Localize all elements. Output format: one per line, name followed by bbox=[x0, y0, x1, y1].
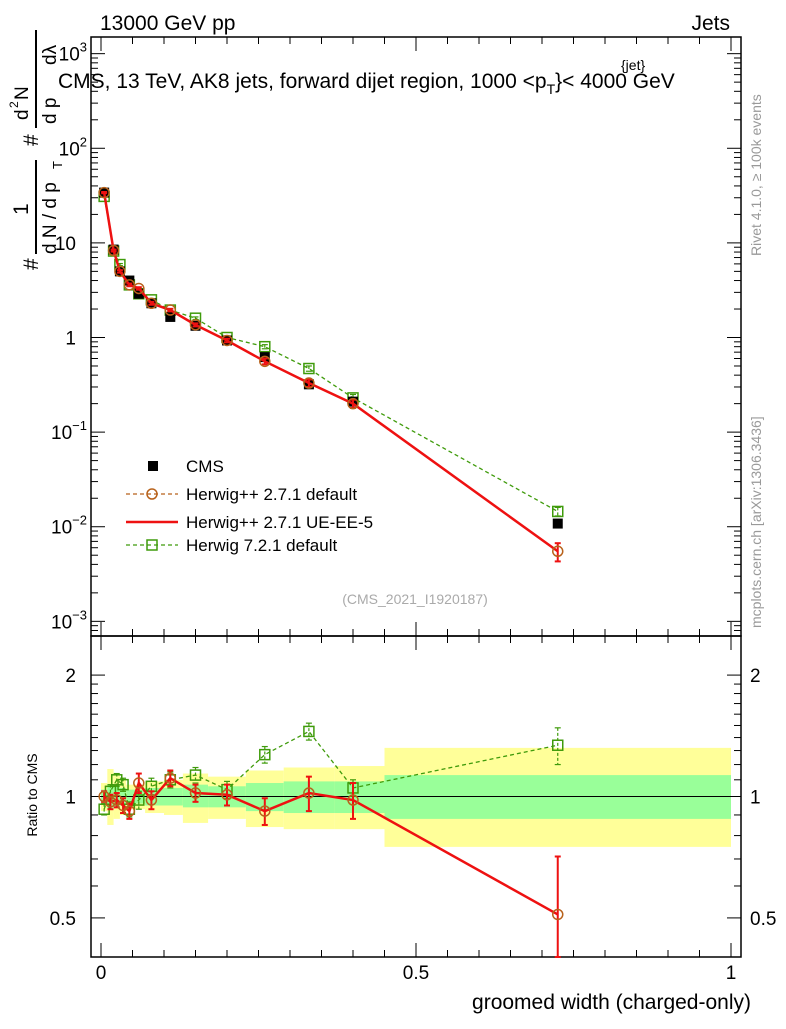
h271-default-main-point bbox=[107, 244, 120, 257]
legend-h721-default-marker bbox=[146, 539, 158, 551]
h721-ratio-point bbox=[117, 778, 129, 791]
x-axis-label: groomed width (charged-only) bbox=[472, 991, 751, 1014]
h271-default-ratio-point bbox=[347, 794, 359, 806]
ratio-tick-label-right: 0.5 bbox=[750, 909, 776, 930]
h271-default-ratio-point bbox=[133, 777, 145, 789]
ratio-tick-label: 2 bbox=[65, 666, 76, 687]
ratio-y-axis-label: Ratio to CMS bbox=[24, 753, 40, 836]
plot-title-sub: T bbox=[547, 81, 556, 97]
h271-default-main-point bbox=[259, 355, 271, 368]
h271-default-ratio-point bbox=[259, 805, 271, 817]
h721-main-point bbox=[552, 505, 564, 518]
legend: CMS Herwig++ 2.7.1 default Herwig++ 2.7.… bbox=[126, 457, 373, 555]
h271-default-main-point bbox=[303, 377, 315, 389]
ylabel-dlambda: dλ bbox=[40, 44, 61, 65]
ylabel-sup-2: 2 bbox=[7, 101, 21, 108]
cms-main-point bbox=[165, 311, 176, 322]
h271-default-ratio-point bbox=[164, 772, 177, 784]
y-axis-label: # 1 d N / d p T # d 2 N d p dλ bbox=[7, 30, 65, 270]
h271-default-main-point bbox=[552, 545, 564, 558]
ylabel-hash-2: # bbox=[20, 134, 43, 146]
h271-default-ratio-point bbox=[145, 794, 158, 806]
y-tick-label: 1 bbox=[65, 329, 76, 350]
header-jets-label: Jets bbox=[691, 12, 730, 35]
legend-h271-default-marker bbox=[146, 488, 158, 500]
h721-ratio-point bbox=[552, 739, 564, 751]
h721-ratio-line bbox=[103, 730, 558, 811]
h271-default-ratio-point bbox=[104, 796, 117, 808]
plot-title-superscript: {jet} bbox=[621, 57, 645, 73]
h721-ratio-point bbox=[189, 769, 202, 781]
cms-main-point bbox=[259, 352, 270, 363]
h271-default-main-point bbox=[347, 397, 359, 410]
y-tick-label: 10−3 bbox=[51, 607, 87, 633]
h721-ratio-point bbox=[259, 748, 271, 761]
h721-ratio-point bbox=[303, 725, 315, 738]
header-energy-label: 13000 GeV pp bbox=[100, 12, 235, 35]
h271-default-ratio-point bbox=[189, 787, 202, 799]
y-tick-label: 10−1 bbox=[51, 418, 87, 444]
ylabel-N: N bbox=[12, 86, 33, 100]
h271-default-ratio-point bbox=[552, 908, 564, 921]
data-series bbox=[98, 186, 564, 958]
h271-default-main-point bbox=[98, 186, 110, 199]
ratio-tick-label-right: 1 bbox=[750, 788, 761, 809]
y-tick-label: 103 bbox=[59, 40, 87, 66]
plot-title: CMS, 13 TeV, AK8 jets, forward dijet reg… bbox=[58, 70, 675, 97]
legend-cms-label: CMS bbox=[186, 457, 224, 476]
h721-main-point bbox=[259, 340, 271, 353]
plot-title-main: CMS, 13 TeV, AK8 jets, forward dijet reg… bbox=[58, 70, 547, 93]
ylabel-dN-dpT: d N / d p bbox=[40, 182, 61, 254]
h271-default-main-point bbox=[145, 297, 158, 310]
plot-title-end: }< 4000 GeV bbox=[555, 70, 675, 93]
h271-default-ratio-point bbox=[221, 789, 233, 801]
cms-main-point bbox=[552, 518, 563, 529]
ylabel-T-sub: T bbox=[50, 161, 65, 169]
mcplots-credit-label: mcplots.cern.ch [arXiv:1306.3436] bbox=[748, 416, 764, 628]
h271-ueee5-ratio-line bbox=[103, 776, 559, 916]
legend-h271-ueee5-label: Herwig++ 2.7.1 UE-EE-5 bbox=[186, 513, 373, 532]
y-tick-label: 10−2 bbox=[51, 513, 87, 539]
h271-default-ratio-point bbox=[123, 805, 136, 817]
y-tick-label: 10 bbox=[55, 234, 76, 255]
ylabel-hash-1: # bbox=[20, 258, 43, 270]
x-tick-label: 0.5 bbox=[403, 963, 429, 984]
h721-main-point bbox=[303, 362, 315, 375]
h271-default-main-point bbox=[221, 334, 233, 347]
h271-default-ratio-point bbox=[117, 799, 129, 812]
rivet-version-label: Rivet 4.1.0, ≥ 100k events bbox=[748, 94, 764, 256]
h271-default-main-point bbox=[133, 282, 145, 295]
h271-default-ratio-point bbox=[303, 787, 315, 799]
x-tick-label: 0 bbox=[96, 963, 107, 984]
legend-h271-default-label: Herwig++ 2.7.1 default bbox=[186, 485, 357, 504]
ylabel-one: 1 bbox=[10, 203, 33, 215]
h271-default-main-point bbox=[164, 304, 177, 316]
y-tick-label: 102 bbox=[59, 134, 87, 160]
ylabel-d-sup-N: d bbox=[12, 109, 33, 120]
analysis-watermark: (CMS_2021_I1920187) bbox=[342, 591, 488, 607]
x-tick-label: 1 bbox=[726, 963, 737, 984]
plot-frames: 10−3 10−2 10−1 1 10 102 103 0.5 0.5 1 1 2 2 0 0.5 1 bbox=[50, 36, 776, 984]
h271-default-main-point bbox=[114, 265, 126, 278]
ratio-tick-label: 0.5 bbox=[50, 909, 76, 930]
h271-default-main-point bbox=[189, 319, 202, 331]
ratio-tick-label-right: 2 bbox=[750, 666, 761, 687]
legend-h721-default-label: Herwig 7.2.1 default bbox=[186, 536, 337, 555]
legend-cms-marker bbox=[148, 461, 158, 471]
ratio-tick-label: 1 bbox=[65, 788, 76, 809]
ylabel-dp: d p bbox=[40, 98, 61, 124]
